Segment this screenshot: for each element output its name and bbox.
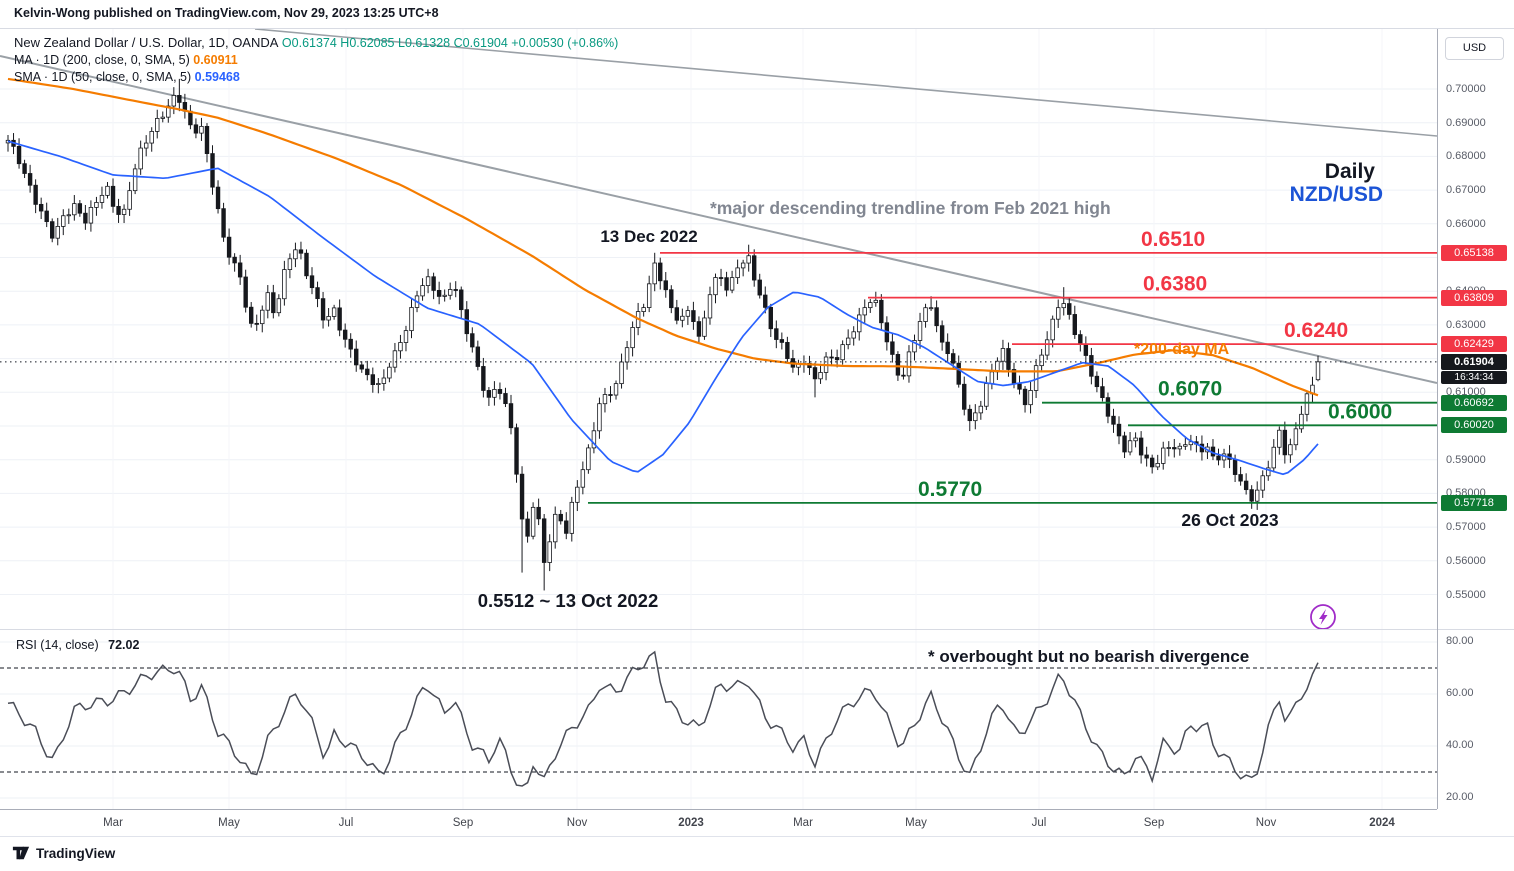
- rsi-tick: 20.00: [1446, 791, 1474, 803]
- price-tick: 0.66000: [1446, 217, 1486, 230]
- footer: TradingView: [0, 836, 1514, 871]
- timeframe-label[interactable]: Daily: [1325, 160, 1376, 183]
- price-tag-0.6000: 0.60020: [1441, 417, 1507, 434]
- resistance-label-0.6380[interactable]: 0.6380: [1143, 273, 1207, 296]
- symbol-label[interactable]: NZD/USD: [1290, 183, 1383, 206]
- price-tag-0.6070: 0.60692: [1441, 394, 1507, 411]
- pane-separator: [1438, 629, 1514, 630]
- tradingview-logo-icon: [12, 846, 30, 860]
- price-tick: 0.67000: [1446, 184, 1486, 197]
- price-tick: 0.55000: [1446, 588, 1486, 601]
- rsi-pane[interactable]: * overbought but no bearish divergence: [0, 629, 1437, 810]
- price-tick: 0.68000: [1446, 150, 1486, 163]
- current-price-tag: 0.61904: [1441, 353, 1507, 370]
- support-label-0.5770[interactable]: 0.5770: [918, 478, 982, 501]
- time-label-2023: 2023: [678, 817, 704, 829]
- lightning-icon[interactable]: [1310, 604, 1336, 629]
- trendline-note[interactable]: *major descending trendline from Feb 202…: [710, 198, 1111, 218]
- price-scale[interactable]: USD 0.70000 0.69000 0.68000 0.67000 0.66000 0…: [1437, 29, 1514, 809]
- resistance-label-0.6240[interactable]: 0.6240: [1284, 319, 1348, 342]
- chart-area: 0.6510 0.6380 0.6240 0.6070 0.6000 0.5770 13 D…: [0, 28, 1514, 838]
- ohlc-values: O0.61374 H0.62085 L0.61328 C0.61904 +0.0…: [281, 36, 619, 50]
- price-tag-0.5770: 0.57718: [1441, 494, 1507, 511]
- bar-countdown-tag: 16:34:34: [1441, 370, 1507, 384]
- rsi-tick: 60.00: [1446, 687, 1474, 699]
- time-label-mar: Mar: [793, 817, 813, 829]
- support-label-0.6000[interactable]: 0.6000: [1328, 400, 1392, 423]
- price-tick: 0.70000: [1446, 83, 1486, 95]
- ma200-legend-value: 0.60911: [193, 53, 238, 67]
- rsi-line: [7, 650, 1319, 787]
- time-label-nov: Nov: [566, 817, 588, 829]
- time-label-sep: Sep: [452, 817, 474, 829]
- time-label-mar: Mar: [103, 817, 123, 829]
- price-tick: 0.59000: [1446, 453, 1486, 466]
- rsi-legend-label[interactable]: RSI (14, close): [16, 638, 99, 652]
- attribution-text: Kelvin-Wong published on TradingView.com…: [14, 6, 439, 20]
- date-label-26-oct-2023[interactable]: 26 Oct 2023: [1181, 510, 1279, 530]
- tradingview-logo[interactable]: TradingView: [12, 845, 115, 861]
- time-label-may: May: [218, 817, 240, 829]
- currency-toggle-button[interactable]: USD: [1445, 37, 1504, 60]
- price-tag-0.6380: 0.63809: [1441, 289, 1507, 306]
- time-label-sep: Sep: [1143, 817, 1165, 829]
- rsi-tick: 40.00: [1446, 739, 1474, 751]
- tradingview-logo-text: TradingView: [36, 845, 116, 861]
- sma-50-line: [7, 140, 1319, 476]
- rsi-legend-value: 72.02: [108, 638, 140, 652]
- rsi-tick: 80.00: [1446, 635, 1474, 647]
- sma50-legend-label[interactable]: SMA · 1D (50, close, 0, SMA, 5): [14, 70, 192, 84]
- ma200-note[interactable]: *200-day MA: [1134, 341, 1230, 358]
- main-price-pane[interactable]: 0.6510 0.6380 0.6240 0.6070 0.6000 0.5770 13 D…: [0, 29, 1437, 629]
- time-label-jul: Jul: [1031, 817, 1047, 829]
- descending-trendline-2[interactable]: [254, 29, 1437, 137]
- sma50-legend-value: 0.59468: [194, 70, 240, 84]
- ma200-legend-label[interactable]: MA · 1D (200, close, 0, SMA, 5): [14, 53, 190, 67]
- resistance-label-0.6510[interactable]: 0.6510: [1141, 228, 1205, 251]
- price-tag-0.6510: 0.65138: [1441, 244, 1507, 261]
- support-label-0.6070[interactable]: 0.6070: [1158, 378, 1222, 401]
- time-label-nov: Nov: [1255, 817, 1277, 829]
- price-tick: 0.56000: [1446, 554, 1486, 567]
- candlestick-series: [5, 78, 1321, 591]
- time-axis[interactable]: Mar May Jul Sep Nov 2023 Mar May Jul Sep Nov 2024: [0, 809, 1437, 838]
- rsi-note[interactable]: * overbought but no bearish divergence: [928, 647, 1249, 666]
- time-label-may: May: [905, 817, 927, 829]
- price-tick: 0.63000: [1446, 318, 1486, 331]
- price-tick: 0.57000: [1446, 521, 1486, 534]
- rsi-legend: RSI (14, close) 72.02: [16, 638, 139, 652]
- time-label-2024: 2024: [1369, 817, 1395, 829]
- date-label-13-dec-2022[interactable]: 13 Dec 2022: [600, 227, 697, 246]
- symbol-title[interactable]: New Zealand Dollar / U.S. Dollar, 1D, OA…: [14, 35, 279, 50]
- descending-trendline-1[interactable]: [0, 55, 1437, 384]
- chart-legend: New Zealand Dollar / U.S. Dollar, 1D, OA…: [14, 34, 618, 86]
- price-tick: 0.69000: [1446, 116, 1486, 129]
- time-label-jul: Jul: [338, 817, 354, 829]
- ma-200-line: [7, 77, 1319, 397]
- price-tag-0.6240: 0.62429: [1441, 336, 1507, 353]
- low-label-0-5512[interactable]: 0.5512 ~ 13 Oct 2022: [478, 590, 659, 611]
